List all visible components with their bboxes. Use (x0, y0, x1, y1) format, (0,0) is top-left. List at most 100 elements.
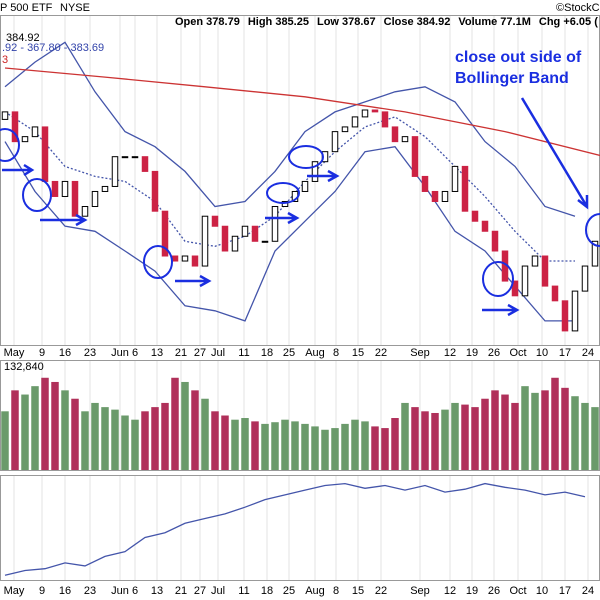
volume-bar (51, 381, 59, 470)
legend-text: 3 (2, 54, 8, 66)
volume-bar (231, 419, 239, 470)
x-tick-label: 13 (151, 585, 163, 597)
x-tick-label: 19 (466, 347, 478, 359)
candle-body (271, 206, 279, 242)
volume-bar (571, 396, 579, 470)
volume-bar (71, 398, 79, 470)
candle-body (51, 180, 59, 197)
x-tick-label: Aug (305, 585, 325, 597)
volume-bar (1, 411, 9, 470)
candle-body (191, 255, 199, 267)
x-tick-label: 8 (333, 347, 339, 359)
volume-bar (411, 407, 419, 470)
x-tick-label: 22 (375, 585, 387, 597)
copyright: ©StockC (556, 2, 600, 14)
volume-bar (281, 419, 289, 470)
x-tick-label: 22 (375, 347, 387, 359)
volume-bar (251, 421, 259, 470)
arrow (520, 97, 589, 210)
volume-bar (551, 377, 559, 470)
candle-body (491, 230, 499, 252)
x-tick-label: 26 (488, 585, 500, 597)
volume-bar (181, 381, 189, 470)
candle-body (531, 255, 539, 267)
volume-bar (421, 411, 429, 470)
series-line (4, 111, 575, 262)
arrow (175, 274, 212, 288)
volume-bar (41, 377, 49, 470)
ring (143, 245, 173, 279)
volume-bar (501, 394, 509, 470)
x-tick-label: May (4, 585, 25, 597)
volume-bar (191, 390, 199, 470)
candle-body (31, 126, 39, 138)
ring (22, 178, 52, 212)
quote-field: Close 384.92 (384, 16, 451, 28)
volume-bar (481, 398, 489, 470)
candle-body (151, 170, 159, 212)
volume-bar (301, 423, 309, 470)
candle-body (101, 185, 109, 192)
candle-body (381, 111, 389, 128)
quote-field: Open 378.79 (175, 16, 240, 28)
volume-bar (321, 429, 329, 470)
x-tick-label: Sep (410, 347, 430, 359)
candle-body (211, 215, 219, 227)
x-tick-label: Sep (410, 585, 430, 597)
candle-body (521, 265, 529, 297)
candle-body (341, 126, 349, 133)
candle-body (301, 180, 309, 192)
x-tick-label: 16 (59, 585, 71, 597)
x-tick-label: 10 (536, 585, 548, 597)
annotation: Bollinger Band (455, 70, 569, 87)
quote-field: Volume 77.1M (458, 16, 531, 28)
ring (0, 128, 20, 162)
x-tick-label: 24 (582, 585, 594, 597)
candle-body (221, 225, 229, 252)
x-tick-label: 9 (39, 347, 45, 359)
volume-bar (451, 402, 459, 470)
arrow (40, 213, 88, 227)
volume-label: 132,840 (4, 361, 44, 373)
volume-bar (441, 409, 449, 470)
volume-bar (171, 377, 179, 470)
candle-body (391, 126, 399, 143)
candle-body (361, 109, 369, 118)
arrow (482, 303, 520, 317)
x-tick-label: 17 (559, 585, 571, 597)
candle-body (471, 210, 479, 222)
volume-bar (81, 411, 89, 470)
x-tick-label: 18 (261, 347, 273, 359)
candle-body (261, 240, 269, 243)
candle-body (241, 225, 249, 237)
candle-body (411, 136, 419, 177)
candle-body (421, 175, 429, 192)
x-tick-label: 19 (466, 585, 478, 597)
candle-body (181, 255, 189, 262)
ring (266, 182, 300, 204)
candle-body (281, 200, 289, 208)
candle-body (481, 220, 489, 232)
candle-body (81, 206, 89, 217)
candle-body (231, 235, 239, 252)
ring (585, 213, 600, 247)
candle-body (551, 285, 559, 302)
x-tick-label: 12 (444, 585, 456, 597)
x-tick-label: 17 (559, 347, 571, 359)
candle-body (331, 131, 339, 153)
volume-bar (341, 423, 349, 470)
legend-text: .92 - 367.80 - 383.69 (2, 42, 104, 54)
plot (1, 41, 600, 576)
candle-body (11, 111, 19, 143)
quote-field: High 385.25 (248, 16, 309, 28)
chart-title: P 500 ETF (0, 2, 53, 14)
quote-field: Chg +6.05 ( (539, 16, 598, 28)
volume-bar (91, 402, 99, 470)
candle-body (591, 240, 599, 267)
volume-bar (531, 392, 539, 470)
x-tick-label: Jun (111, 347, 129, 359)
volume-bar (131, 419, 139, 470)
x-tick-label: 23 (84, 347, 96, 359)
volume-bar (311, 426, 319, 470)
candle-body (111, 156, 119, 187)
